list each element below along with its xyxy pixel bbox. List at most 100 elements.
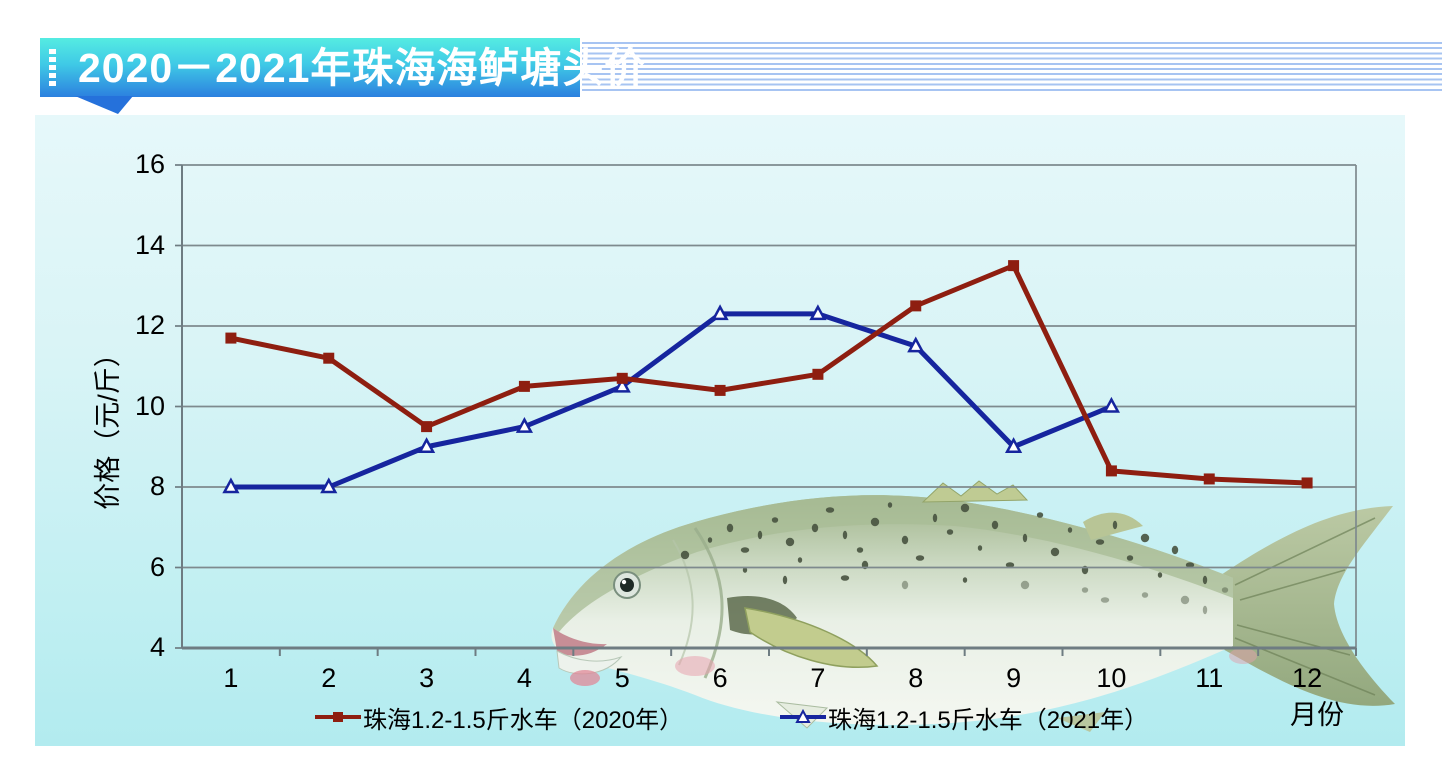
fish-spot xyxy=(785,537,795,547)
fish-spot xyxy=(960,503,970,513)
series-line-2021 xyxy=(230,311,1113,490)
fish-spot xyxy=(825,507,835,513)
data-point-triangle xyxy=(222,477,240,494)
fish-spot xyxy=(1221,587,1229,593)
series-line-2020 xyxy=(230,263,1308,486)
data-point-square xyxy=(1008,260,1020,272)
y-axis-tick-label: 10 xyxy=(134,390,165,421)
fish-spot xyxy=(1140,533,1150,543)
data-point-triangle xyxy=(1004,437,1023,453)
fish-spot xyxy=(901,580,909,590)
fish-spot xyxy=(1112,520,1118,530)
data-point-square xyxy=(225,332,237,344)
x-axis-tick-label: 2 xyxy=(321,663,337,693)
fish-spot xyxy=(946,529,954,535)
data-point-triangle xyxy=(417,437,436,453)
x-axis-tick-label: 4 xyxy=(516,663,532,693)
fish-spot xyxy=(1126,555,1134,561)
x-axis-tick-label: 7 xyxy=(810,663,826,693)
data-point-square xyxy=(812,368,824,380)
y-axis-tick-label: 8 xyxy=(149,471,165,501)
fish-spot xyxy=(740,547,750,553)
fish-spot xyxy=(856,547,864,553)
fish-spot xyxy=(1095,539,1105,545)
fish-spot xyxy=(1067,527,1073,533)
fish-spot xyxy=(726,523,734,533)
legend-item-2021: 珠海1.2-1.5斤水车（2021年） xyxy=(780,703,1148,734)
fish-spot xyxy=(870,517,880,527)
price-chart xyxy=(175,164,1357,656)
fish-spot xyxy=(757,530,763,540)
data-point-square xyxy=(1301,477,1313,489)
fish-spot xyxy=(840,575,850,581)
fish-spot xyxy=(1185,562,1195,568)
fish-spot xyxy=(842,530,848,540)
data-point-square xyxy=(910,300,922,312)
fish-spot xyxy=(1157,572,1163,578)
x-axis-tick-label: 6 xyxy=(712,663,728,693)
data-point-square xyxy=(323,352,335,364)
fish-spot xyxy=(782,575,788,585)
fish-spot xyxy=(680,550,690,560)
x-axis-tick-label: 3 xyxy=(419,663,435,693)
legend-item-2020: 珠海1.2-1.5斤水车（2020年） xyxy=(315,703,683,734)
data-point-triangle xyxy=(711,304,729,321)
fish-spot xyxy=(797,557,803,563)
fish-spot xyxy=(991,520,999,530)
y-axis-tick-label: 14 xyxy=(134,229,165,260)
x-axis-tick-label: 5 xyxy=(614,663,630,693)
x-axis-tick-label: 11 xyxy=(1195,663,1224,693)
fish-spot xyxy=(811,523,819,533)
data-point-triangle xyxy=(320,477,338,494)
x-axis-title: 月份 xyxy=(1290,700,1344,730)
banner-tail-pointer xyxy=(75,96,133,114)
x-axis-tick-label: 1 xyxy=(223,663,239,693)
y-axis-tick-label: 6 xyxy=(149,551,165,582)
data-point-square xyxy=(1203,473,1215,485)
legend-label-2021: 珠海1.2-1.5斤水车（2021年） xyxy=(828,706,1149,734)
fish-spot xyxy=(1180,595,1190,605)
fish-spot xyxy=(962,577,968,583)
data-point-square xyxy=(714,384,726,396)
sea-bass-photo xyxy=(551,480,1395,732)
fish-spot xyxy=(1005,562,1015,568)
fish-spot xyxy=(707,537,713,543)
decorative-lines xyxy=(582,42,1442,92)
fish-spot xyxy=(742,567,748,573)
banner-dashed-line xyxy=(49,49,56,87)
fish-spot xyxy=(1036,512,1044,518)
legend-marker-2021 xyxy=(780,709,826,723)
data-point-square xyxy=(1105,465,1117,477)
fish-spot xyxy=(1202,575,1208,585)
y-axis-tick-label: 16 xyxy=(134,149,165,179)
fish-spot xyxy=(915,555,925,561)
x-axis-tick-label: 9 xyxy=(1006,663,1022,693)
legend-label-2020: 珠海1.2-1.5斤水车（2020年） xyxy=(363,706,684,734)
x-axis-tick-label: 12 xyxy=(1292,663,1323,693)
fish-spot xyxy=(887,502,893,508)
x-axis-tick-label: 8 xyxy=(908,663,924,693)
data-point-square xyxy=(616,372,628,384)
data-point-square xyxy=(421,421,433,433)
fish-spot xyxy=(1081,587,1089,593)
y-axis-title: 价格（元/斤） xyxy=(93,340,123,510)
chart-panel: 价格（元/斤） 月份 4 6 8 10 12 14 16 1 2 3 4 5 6 7 8 9 10 11 12 珠… xyxy=(35,115,1405,746)
fish-spot xyxy=(1022,533,1028,543)
fish-spot xyxy=(1171,545,1179,555)
fish-spot xyxy=(1050,547,1060,557)
data-point-triangle xyxy=(515,417,534,433)
fish-spot xyxy=(977,545,983,551)
fish-spot xyxy=(1141,592,1149,598)
data-point-square xyxy=(518,380,530,392)
fish-spot xyxy=(1202,605,1208,615)
data-point-triangle xyxy=(809,304,827,321)
data-point-triangle xyxy=(613,376,631,393)
data-point-triangle xyxy=(907,336,925,353)
x-axis-tick-label: 10 xyxy=(1096,663,1127,693)
fish-spot xyxy=(1100,597,1110,603)
fish-spot xyxy=(1020,580,1030,590)
data-point-triangle xyxy=(1102,396,1121,413)
fish-spot xyxy=(901,535,909,545)
y-axis-tick-label: 4 xyxy=(149,632,165,662)
y-axis-tick-label: 12 xyxy=(134,310,165,340)
